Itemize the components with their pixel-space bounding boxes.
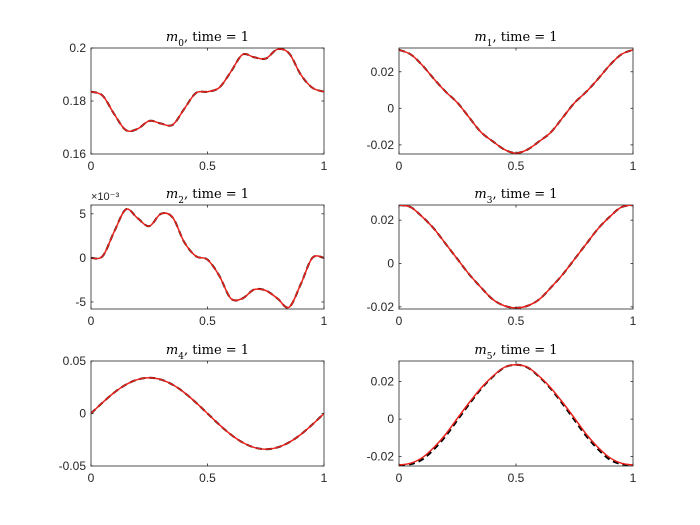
series-line-1 — [91, 208, 324, 309]
y-tick-label: -5 — [75, 295, 86, 309]
subplot-title: m0, time = 1 — [166, 30, 249, 49]
subplot-0: 0 0.5 1 0.16 0.18 0.2 m0, time = 1 — [63, 30, 328, 173]
subplot-title: m3, time = 1 — [474, 187, 557, 206]
subplot-title: m5, time = 1 — [474, 343, 557, 362]
y-tick-label: -0.05 — [59, 459, 87, 473]
y-tick-label: 0.16 — [63, 147, 87, 161]
subplot-title: m4, time = 1 — [166, 343, 249, 362]
x-tick-label: 1 — [321, 471, 328, 485]
x-tick-label: 0.5 — [508, 471, 525, 485]
axis-exponent: ×10⁻³ — [91, 191, 119, 203]
x-tick-label: 1 — [321, 314, 328, 328]
x-tick-label: 0.5 — [508, 159, 525, 173]
series-line-1 — [91, 377, 324, 450]
y-tick-label: 0.2 — [69, 41, 86, 55]
subplot-2: 0 0.5 1-505×10⁻³ m2, time = 1 — [75, 187, 327, 328]
y-tick-label: 0.18 — [63, 94, 87, 108]
axes-box — [90, 204, 325, 310]
x-tick-label: 1 — [630, 471, 637, 485]
y-tick-label: 0.05 — [63, 354, 87, 368]
y-tick-label: 0.02 — [371, 65, 395, 79]
x-tick-label: 0.5 — [199, 471, 216, 485]
x-tick-label: 0 — [396, 471, 403, 485]
series-line-1 — [91, 48, 324, 132]
x-tick-label: 0 — [88, 314, 95, 328]
y-tick-label: -0.02 — [367, 138, 395, 152]
y-tick-label: 0 — [387, 101, 394, 115]
axes-box — [398, 360, 634, 467]
y-tick-label: 0.02 — [371, 375, 395, 389]
subplot-title: m2, time = 1 — [166, 187, 249, 206]
y-tick-label: 0 — [79, 251, 86, 265]
x-tick-label: 0.5 — [199, 314, 216, 328]
axes-box — [398, 47, 634, 155]
x-tick-label: 0 — [396, 159, 403, 173]
y-tick-label: -0.02 — [367, 300, 395, 314]
x-tick-label: 1 — [630, 314, 637, 328]
x-tick-label: 0 — [88, 159, 95, 173]
y-tick-label: -0.02 — [367, 450, 395, 464]
subplot-title: m1, time = 1 — [474, 30, 557, 49]
y-tick-label: 0 — [387, 257, 394, 271]
x-tick-label: 1 — [321, 159, 328, 173]
axes-box — [398, 204, 634, 310]
x-tick-label: 0 — [396, 314, 403, 328]
x-tick-label: 1 — [630, 159, 637, 173]
axes-box — [90, 47, 325, 155]
y-tick-label: 5 — [79, 207, 86, 221]
y-tick-label: 0 — [387, 412, 394, 426]
x-tick-label: 0.5 — [199, 159, 216, 173]
series-line-1 — [399, 363, 633, 466]
y-tick-label: 0 — [79, 407, 86, 421]
x-tick-label: 0.5 — [508, 314, 525, 328]
x-tick-label: 0 — [88, 471, 95, 485]
y-tick-label: 0.02 — [371, 213, 395, 227]
